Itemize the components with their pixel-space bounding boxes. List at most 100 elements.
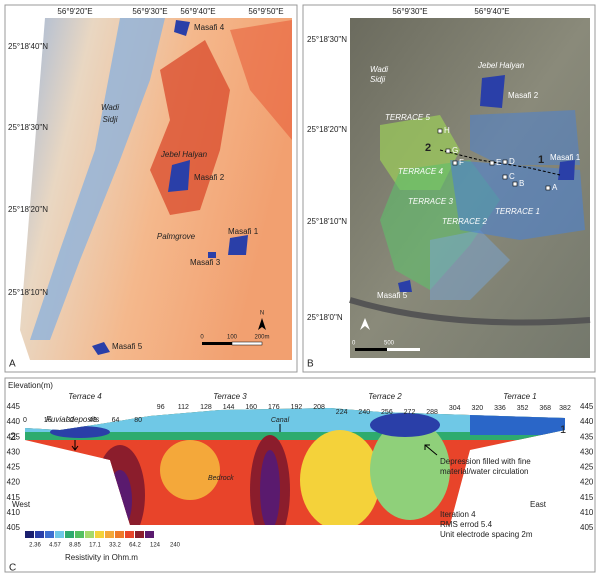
point bbox=[452, 160, 458, 166]
place: TERRACE 5 bbox=[385, 113, 430, 122]
y-tick-label: 410 bbox=[7, 508, 21, 517]
electrode-label: 64 bbox=[112, 417, 120, 424]
annotation: Depression filled with fine bbox=[440, 457, 531, 466]
electrode-label: 16 bbox=[44, 417, 52, 424]
electrode-label: 240 bbox=[358, 409, 370, 416]
y-tick-label: 405 bbox=[7, 523, 21, 532]
y-tick-label: 435 bbox=[580, 432, 594, 441]
electrode-label: 80 bbox=[134, 417, 142, 424]
electrode-label: 368 bbox=[539, 405, 551, 412]
axis-title: Elevation(m) bbox=[8, 381, 53, 390]
map-b bbox=[349, 18, 591, 358]
electrode-label: 224 bbox=[336, 409, 348, 416]
lon-label: 56°9'50"E bbox=[248, 7, 283, 16]
point-label: D bbox=[509, 157, 515, 166]
place: Masafi 3 bbox=[190, 258, 221, 267]
point-label: A bbox=[552, 183, 558, 192]
legend-label: 240 bbox=[170, 543, 181, 549]
electrode-label: 96 bbox=[157, 404, 165, 411]
electrode-label: 144 bbox=[223, 404, 235, 411]
place: Masafi 5 bbox=[377, 291, 408, 300]
info: Iteration 4 bbox=[440, 510, 476, 519]
lat-label: 25°18'20"N bbox=[8, 205, 48, 214]
panel-frame bbox=[4, 4, 298, 373]
point bbox=[502, 159, 508, 165]
point bbox=[545, 185, 551, 191]
electrode-label: 176 bbox=[268, 404, 280, 411]
electrode-label: 0 bbox=[23, 417, 27, 424]
point bbox=[489, 160, 495, 166]
electrode-label: 128 bbox=[200, 404, 212, 411]
scale-label: 200m bbox=[254, 335, 269, 341]
profile-end: 2 bbox=[425, 142, 431, 154]
map-a bbox=[20, 18, 292, 360]
y-tick-label: 420 bbox=[580, 478, 594, 487]
legend-label: 4.57 bbox=[49, 543, 61, 549]
electrode-label: 320 bbox=[472, 405, 484, 412]
legend-swatch bbox=[85, 531, 94, 538]
legend-swatch bbox=[55, 531, 64, 538]
point-label: C bbox=[509, 172, 515, 181]
electrode-label: 160 bbox=[245, 404, 257, 411]
annotation: East bbox=[530, 500, 547, 509]
map-a-labels: 56°9'20"E 56°9'30"E 56°9'40"E 56°9'50"E … bbox=[8, 7, 284, 370]
y-tick-label: 415 bbox=[7, 493, 21, 502]
electrode-label: 256 bbox=[381, 409, 393, 416]
scale-label: 0 bbox=[200, 335, 204, 341]
annotation: material/water circulation bbox=[440, 467, 528, 476]
place: Palmgrove bbox=[157, 232, 196, 241]
legend-label: 33.2 bbox=[109, 543, 121, 549]
legend-label: 8.85 bbox=[69, 543, 81, 549]
place: Sidji bbox=[102, 115, 117, 124]
annotation: Fuvial deposits bbox=[46, 415, 99, 424]
profile-points: H GF E DCB A bbox=[437, 126, 558, 192]
terrace: Terrace 2 bbox=[368, 392, 402, 401]
legend-swatch bbox=[75, 531, 84, 538]
place: Masafi 2 bbox=[508, 91, 539, 100]
electrode-label: 304 bbox=[449, 405, 461, 412]
lon-label: 56°9'30"E bbox=[132, 7, 167, 16]
legend-swatch bbox=[125, 531, 134, 538]
y-tick-label: 440 bbox=[580, 417, 594, 426]
profile-end: 1 bbox=[538, 154, 544, 166]
electrode-label: 288 bbox=[426, 409, 438, 416]
annotation: 2 bbox=[10, 431, 16, 443]
legend-swatch bbox=[95, 531, 104, 538]
electrode-label: 112 bbox=[178, 404, 189, 411]
lat-label: 25°18'20"N bbox=[307, 125, 347, 134]
legend-label: 124 bbox=[150, 543, 161, 549]
y-tick-label: 415 bbox=[580, 493, 594, 502]
point-label: H bbox=[444, 126, 450, 135]
y-tick-label: 405 bbox=[580, 523, 594, 532]
legend-swatch bbox=[105, 531, 114, 538]
place: TERRACE 1 bbox=[495, 207, 540, 216]
legend-swatch bbox=[25, 531, 34, 538]
lon-label: 56°9'20"E bbox=[57, 7, 92, 16]
place: TERRACE 2 bbox=[442, 217, 487, 226]
y-tick-label: 445 bbox=[580, 402, 594, 411]
electrode-label: 32 bbox=[66, 417, 74, 424]
point-label: E bbox=[496, 158, 501, 167]
annotation: West bbox=[12, 500, 31, 509]
y-tick-label: 445 bbox=[7, 402, 21, 411]
y-tick-label: 440 bbox=[7, 417, 21, 426]
section-labels: Elevation(m) Terrace 4 Terrace 3 Terrace… bbox=[8, 381, 566, 574]
terrace: Terrace 1 bbox=[503, 392, 537, 401]
scale-label: 100 bbox=[227, 335, 238, 341]
lat-label: 25°18'30"N bbox=[307, 35, 347, 44]
place: Masafi 5 bbox=[112, 342, 143, 351]
scale-label: 0 bbox=[352, 341, 356, 347]
terrace: Terrace 4 bbox=[68, 392, 102, 401]
place: Masafi 1 bbox=[550, 153, 581, 162]
electrode-label: 192 bbox=[291, 404, 303, 411]
y-tick-label: 430 bbox=[580, 447, 594, 456]
point-label: G bbox=[452, 146, 458, 155]
y-tick-label: 425 bbox=[7, 463, 21, 472]
lon-label: 56°9'30"E bbox=[392, 7, 427, 16]
legend-swatch bbox=[135, 531, 144, 538]
scale-label: 500 bbox=[384, 341, 395, 347]
section-dynamic: 445 445 440 440 435 435 430 430 425 425 420 420 415 4… bbox=[7, 402, 594, 548]
point bbox=[512, 181, 518, 187]
legend-swatch bbox=[115, 531, 124, 538]
place: Jebel Halyan bbox=[477, 61, 525, 70]
